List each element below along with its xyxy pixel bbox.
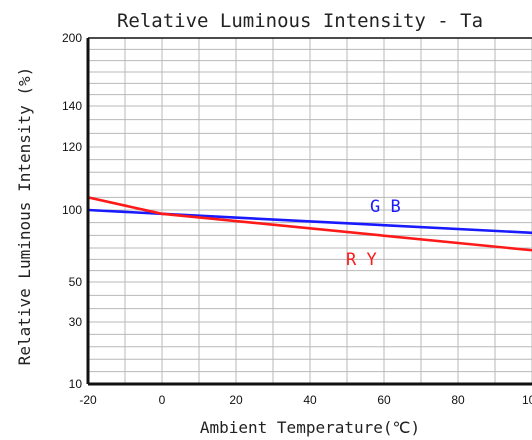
series-group: G B R Y	[87, 196, 532, 270]
y-tick-label: 120	[62, 140, 82, 154]
series-label-1: R Y	[346, 250, 377, 270]
x-tick-label: 20	[229, 393, 243, 407]
y-tick-label: 10	[69, 377, 83, 391]
series-line-1	[87, 196, 532, 252]
y-tick-label: 200	[62, 31, 82, 45]
series-label-0: G B	[370, 197, 401, 217]
y-tick-label: 140	[62, 99, 82, 113]
y-axis-ticks: 10 30 50 100 120 140 200	[62, 31, 82, 391]
x-axis-ticks: -20 0 20 40 60 80 100	[79, 393, 532, 407]
y-tick-label: 100	[62, 203, 82, 217]
x-axis-label: Ambient Temperature(℃)	[200, 418, 420, 437]
x-tick-label: 60	[377, 393, 391, 407]
y-axis-label: Relative Luminous Intensity (%)	[15, 67, 34, 366]
x-tick-label: 80	[451, 393, 465, 407]
x-tick-label: 40	[303, 393, 317, 407]
y-tick-label: 30	[69, 315, 83, 329]
y-tick-label: 50	[69, 275, 83, 289]
x-tick-label: 100	[522, 393, 532, 407]
chart-title: Relative Luminous Intensity - Ta	[117, 10, 483, 32]
x-tick-label: -20	[79, 393, 97, 407]
x-tick-label: 0	[159, 393, 166, 407]
plot-frame	[86, 37, 532, 386]
